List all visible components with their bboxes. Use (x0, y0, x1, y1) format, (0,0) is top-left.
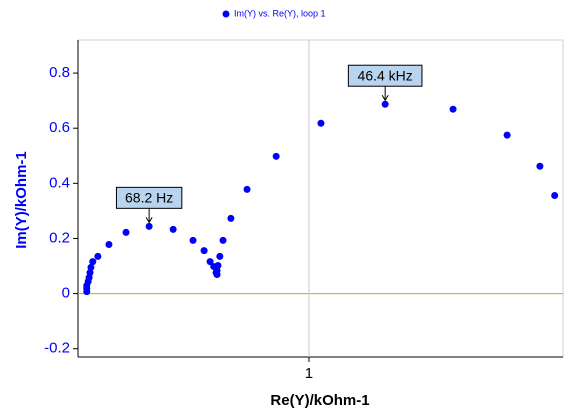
y-tick-label: -0.2 (44, 340, 70, 357)
y-tick-label: 0.8 (49, 64, 70, 81)
annotation-arrowhead (145, 217, 153, 224)
point (94, 252, 102, 260)
annotation-arrowhead (381, 94, 389, 102)
point (243, 185, 251, 193)
annotation-box (115, 186, 183, 209)
point (317, 119, 325, 127)
point (219, 236, 227, 244)
x-tick-label: 1 (305, 365, 313, 382)
point (227, 214, 235, 222)
annotation-box (347, 64, 423, 87)
y-tick-label: 0.4 (49, 174, 70, 191)
point (89, 258, 97, 266)
point (122, 228, 130, 236)
point (214, 261, 222, 269)
point (272, 152, 280, 160)
y-tick-label: 0 (62, 285, 70, 302)
point (449, 105, 457, 113)
point (381, 100, 389, 108)
annotation-label: 68.2 Hz (125, 190, 173, 206)
point (536, 162, 544, 170)
legend-label: Im(Y) vs. Re(Y), loop 1 (234, 8, 326, 18)
annotation-label: 46.4 kHz (358, 67, 413, 83)
point (145, 222, 153, 230)
point (551, 191, 559, 199)
point (503, 131, 511, 139)
point (216, 252, 224, 260)
y-axis-label: Im(Y)/kOhm-1 (13, 151, 30, 249)
point (105, 241, 113, 249)
point (206, 258, 214, 266)
point (87, 263, 95, 271)
legend-marker (222, 10, 230, 18)
point (200, 247, 208, 255)
point (169, 225, 177, 233)
point (86, 269, 94, 277)
point (189, 236, 197, 244)
x-axis-label: Re(Y)/kOhm-1 (270, 392, 369, 409)
y-tick-label: 0.6 (49, 119, 70, 136)
y-tick-label: 0.2 (49, 229, 70, 246)
